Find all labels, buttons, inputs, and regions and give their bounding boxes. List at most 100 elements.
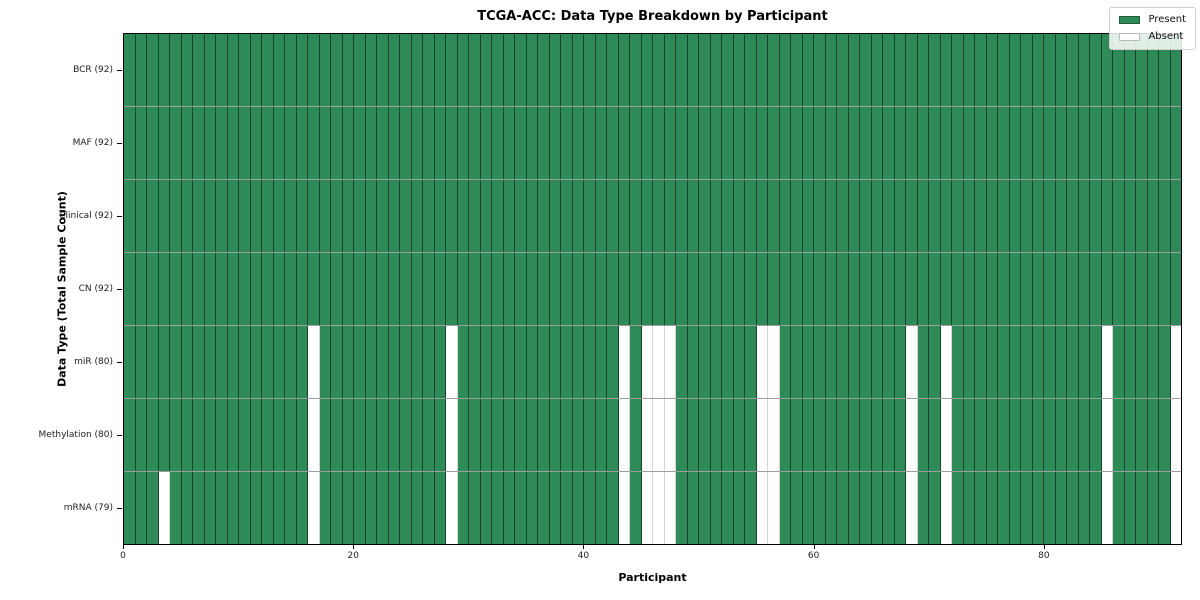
matrix-cell-present [216, 180, 228, 252]
matrix-cell-present [492, 399, 504, 471]
matrix-cell-present [607, 326, 619, 398]
matrix-cell-present [595, 180, 607, 252]
matrix-cell-present [1113, 107, 1125, 179]
matrix-cell-present [998, 472, 1010, 544]
matrix-cell-present [434, 399, 446, 471]
matrix-cell-absent [940, 472, 952, 544]
matrix-cell-absent [1170, 399, 1181, 471]
matrix-cell-present [446, 107, 458, 179]
matrix-cell-present [365, 180, 377, 252]
matrix-cell-present [917, 326, 929, 398]
matrix-cell-present [584, 326, 596, 398]
matrix-cell-present [400, 34, 412, 106]
matrix-cell-present [503, 326, 515, 398]
matrix-cell-present [756, 180, 768, 252]
matrix-cell-present [630, 34, 642, 106]
matrix-cell-present [1055, 180, 1067, 252]
matrix-cell-absent [653, 472, 665, 544]
matrix-cell-present [1078, 253, 1090, 325]
matrix-cell-present [998, 107, 1010, 179]
matrix-cell-present [354, 107, 366, 179]
matrix-cell-present [802, 180, 814, 252]
matrix-cell-present [1078, 399, 1090, 471]
matrix-cell-present [584, 107, 596, 179]
matrix-cell-present [308, 107, 320, 179]
matrix-cell-present [331, 399, 343, 471]
matrix-cell-present [1055, 253, 1067, 325]
matrix-cell-present [124, 253, 136, 325]
matrix-cell-present [1021, 34, 1033, 106]
matrix-cell-present [492, 34, 504, 106]
matrix-cell-present [745, 253, 757, 325]
matrix-cell-absent [1101, 399, 1113, 471]
matrix-cell-present [1078, 107, 1090, 179]
x-tick-label: 60 [807, 551, 820, 561]
matrix-cell-present [342, 180, 354, 252]
matrix-cell-present [124, 34, 136, 106]
matrix-cell-present [204, 472, 216, 544]
matrix-cell-present [986, 399, 998, 471]
matrix-cell-present [641, 107, 653, 179]
matrix-cell-absent [446, 472, 458, 544]
matrix-cell-present [687, 472, 699, 544]
matrix-cell-absent [768, 399, 780, 471]
matrix-cell-present [526, 107, 538, 179]
matrix-cell-present [204, 34, 216, 106]
matrix-cell-present [664, 34, 676, 106]
matrix-cell-present [733, 326, 745, 398]
matrix-cell-present [1136, 399, 1148, 471]
legend: Present Absent [1109, 7, 1196, 50]
matrix-cell-present [630, 472, 642, 544]
matrix-cell-present [998, 34, 1010, 106]
matrix-cell-present [676, 472, 688, 544]
matrix-cell-present [262, 472, 274, 544]
x-tick-mark [583, 545, 585, 549]
y-tick-mark [117, 435, 122, 437]
matrix-cell-present [423, 34, 435, 106]
y-tick-mark [117, 215, 122, 217]
matrix-cell-present [239, 399, 251, 471]
matrix-cell-present [434, 34, 446, 106]
matrix-cell-present [515, 34, 527, 106]
matrix-cell-present [699, 326, 711, 398]
matrix-cell-present [630, 326, 642, 398]
matrix-cell-present [733, 107, 745, 179]
matrix-cell-present [515, 107, 527, 179]
matrix-cell-present [538, 180, 550, 252]
matrix-cell-present [469, 107, 481, 179]
matrix-cell-present [262, 253, 274, 325]
matrix-cell-present [296, 34, 308, 106]
matrix-cell-present [262, 107, 274, 179]
matrix-cell-present [1113, 34, 1125, 106]
matrix-cell-present [480, 472, 492, 544]
matrix-cell-present [331, 326, 343, 398]
matrix-cell-present [469, 472, 481, 544]
matrix-cell-present [1078, 472, 1090, 544]
matrix-cell-present [342, 107, 354, 179]
matrix-cell-absent [308, 399, 320, 471]
matrix-cell-present [227, 253, 239, 325]
matrix-cell-present [158, 107, 170, 179]
matrix-cell-present [584, 180, 596, 252]
matrix-cell-present [814, 253, 826, 325]
matrix-cell-present [365, 107, 377, 179]
matrix-cell-absent [308, 472, 320, 544]
matrix-cell-present [1021, 472, 1033, 544]
matrix-cell-present [883, 180, 895, 252]
matrix-cell-present [710, 326, 722, 398]
matrix-cell-present [837, 253, 849, 325]
matrix-cell-present [1021, 107, 1033, 179]
matrix-cell-present [756, 34, 768, 106]
matrix-cell-present [802, 34, 814, 106]
matrix-cell-present [745, 326, 757, 398]
matrix-cell-present [998, 253, 1010, 325]
matrix-cell-present [871, 253, 883, 325]
matrix-cell-present [354, 472, 366, 544]
matrix-cell-present [239, 326, 251, 398]
matrix-cell-present [147, 399, 159, 471]
matrix-cell-present [204, 253, 216, 325]
matrix-cell-present [193, 180, 205, 252]
matrix-cell-present [400, 107, 412, 179]
matrix-cell-present [1067, 326, 1079, 398]
